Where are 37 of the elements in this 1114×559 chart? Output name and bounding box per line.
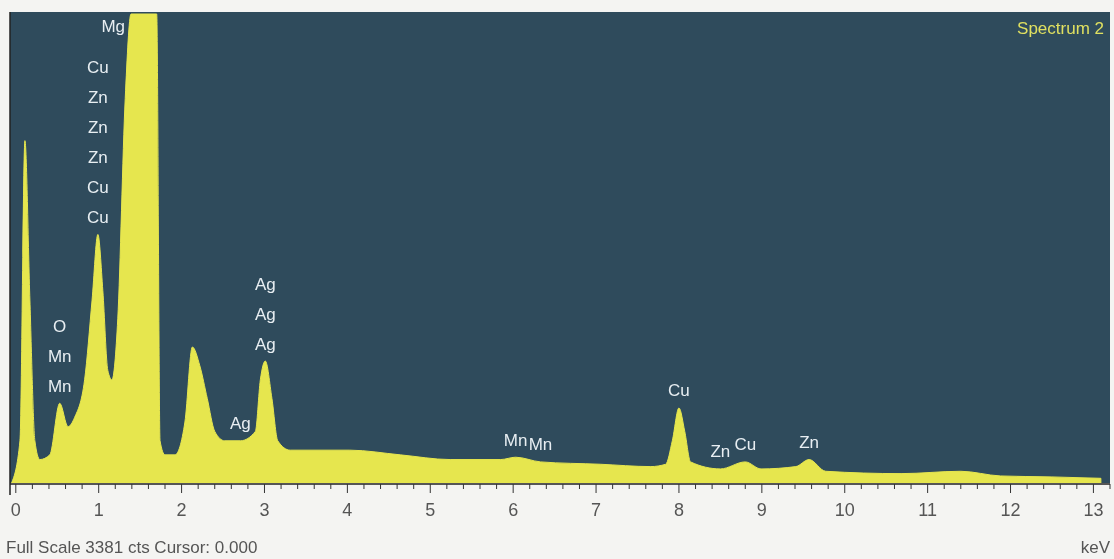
x-tick-label: 5 xyxy=(425,500,436,520)
annotation: Ag xyxy=(254,304,276,324)
x-tick-label: 12 xyxy=(1000,500,1021,520)
annotation: Ag xyxy=(254,334,276,354)
annotation: Ag xyxy=(254,274,276,294)
x-tick-label: 8 xyxy=(673,500,684,520)
x-tick-label: 2 xyxy=(176,500,187,520)
annotation: Cu xyxy=(668,381,690,401)
annotation: Cu xyxy=(734,435,757,455)
annotation: Mn xyxy=(528,435,553,455)
x-tick-label: 11 xyxy=(918,500,937,520)
annotation: Zn xyxy=(87,147,108,167)
annotation: Spectrum 2 xyxy=(1017,19,1104,38)
annotation: Zn xyxy=(710,442,731,462)
x-tick-label: 4 xyxy=(342,500,353,520)
x-tick-label: 3 xyxy=(259,500,270,520)
annotation: Cu xyxy=(87,207,109,227)
annotation: O xyxy=(53,316,67,336)
x-tick-label: 9 xyxy=(756,500,767,520)
annotation: Ag xyxy=(230,414,251,434)
annotation: Cu xyxy=(87,177,109,197)
x-tick-label: 6 xyxy=(508,500,519,520)
annotation: Zn xyxy=(87,87,108,107)
annotation: Cu xyxy=(87,57,109,77)
x-axis-title: keV xyxy=(1080,538,1111,557)
annotation: Mg xyxy=(101,17,126,37)
annotation: Zn xyxy=(799,433,820,453)
annotation: Mn xyxy=(47,376,72,396)
text: Full Scale 3381 cts Cursor: 0.000 xyxy=(6,538,258,557)
annotation: Zn xyxy=(87,117,108,137)
annotation: Mn xyxy=(47,346,72,366)
x-tick-label: 1 xyxy=(93,500,104,520)
x-tick-label: 13 xyxy=(1083,500,1104,520)
annotation: Mn xyxy=(503,430,528,450)
x-tick-label: 7 xyxy=(591,500,602,520)
x-tick-label: 0 xyxy=(10,500,21,520)
x-tick-label: 10 xyxy=(834,500,855,520)
